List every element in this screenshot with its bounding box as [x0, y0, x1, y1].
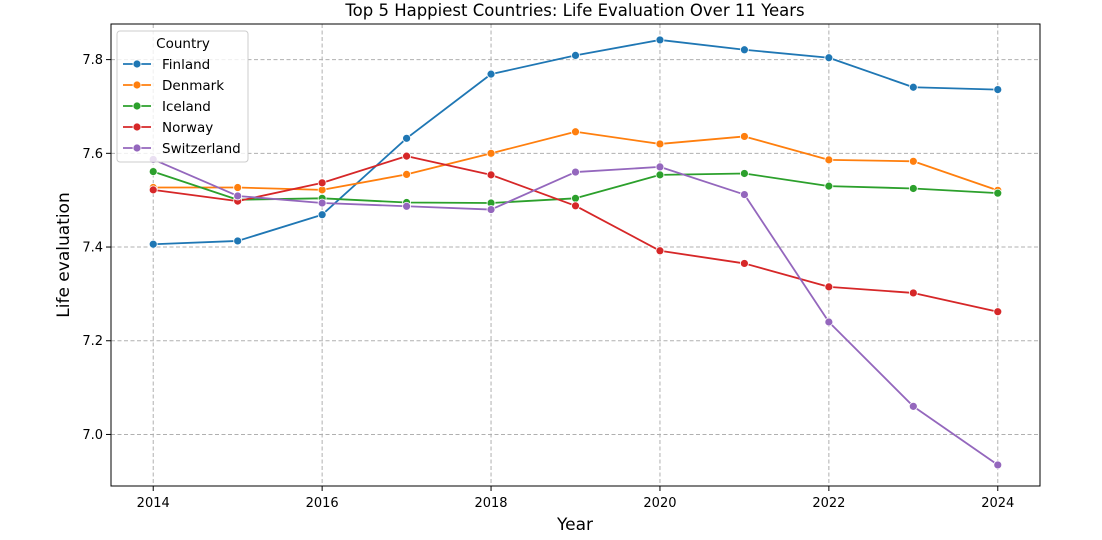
x-tick-label: 2016	[306, 496, 339, 511]
chart-title: Top 5 Happiest Countries: Life Evaluatio…	[344, 1, 804, 20]
data-point-finland	[233, 236, 243, 246]
data-point-norway	[655, 246, 665, 256]
data-point-switzerland	[233, 191, 243, 201]
data-point-finland	[655, 35, 665, 45]
data-point-switzerland	[571, 167, 580, 177]
data-point-switzerland	[486, 205, 496, 214]
data-point-norway	[571, 201, 580, 211]
legend-item-norway: Norway	[123, 120, 213, 136]
data-point-finland	[740, 45, 749, 55]
legend-label-switzerland: Switzerland	[162, 141, 241, 157]
x-axis-title: Year	[556, 515, 593, 535]
legend-marker-norway	[132, 122, 142, 132]
data-point-denmark	[655, 139, 665, 149]
plot-frame	[110, 23, 1041, 487]
x-tick-label: 2024	[981, 496, 1014, 511]
data-point-norway	[402, 151, 411, 161]
y-axis-title: Life evaluation	[54, 192, 74, 317]
data-point-finland	[402, 133, 411, 143]
y-tick-label: 7.2	[82, 334, 103, 349]
y-axis: 7.0 7.2 7.4 7.6 7.8	[82, 53, 111, 443]
data-point-switzerland	[317, 198, 327, 208]
data-point-norway	[148, 185, 158, 195]
data-point-iceland	[571, 193, 580, 203]
legend-item-finland: Finland	[123, 57, 210, 73]
data-point-switzerland	[993, 460, 1003, 470]
data-point-finland	[486, 69, 496, 79]
data-point-denmark	[908, 156, 918, 166]
data-point-switzerland	[655, 162, 665, 172]
data-point-finland	[317, 210, 327, 220]
x-tick-label: 2018	[474, 496, 507, 511]
data-point-iceland	[148, 167, 158, 176]
legend-item-denmark: Denmark	[123, 78, 224, 94]
data-point-switzerland	[908, 401, 918, 411]
data-point-norway	[740, 259, 749, 268]
x-tick-label: 2022	[812, 496, 845, 511]
data-point-iceland	[740, 169, 749, 178]
legend-label-finland: Finland	[162, 57, 210, 73]
data-point-norway	[908, 288, 918, 298]
data-point-iceland	[655, 170, 665, 180]
data-point-norway	[317, 178, 327, 188]
legend-label-norway: Norway	[162, 120, 213, 136]
x-axis: 2014 2016 2018 2020 2022 2024	[137, 486, 1014, 511]
plot-area	[110, 23, 1041, 487]
legend-items: Finland Denmark Iceland Norway Switzerland	[123, 57, 241, 157]
legend-marker-finland	[132, 59, 142, 69]
y-tick-label: 7.6	[82, 147, 103, 162]
data-point-switzerland	[740, 190, 749, 199]
x-tick-label: 2014	[137, 496, 170, 511]
y-tick-label: 7.4	[82, 241, 103, 256]
data-point-finland	[571, 50, 580, 60]
data-point-iceland	[824, 181, 834, 191]
data-point-norway	[824, 282, 834, 292]
data-point-finland	[908, 82, 918, 92]
legend-marker-switzerland	[132, 143, 142, 153]
legend-label-denmark: Denmark	[162, 78, 224, 94]
data-point-iceland	[908, 184, 918, 193]
legend: Country Finland Denmark Iceland Norway Switz…	[116, 30, 249, 163]
legend-marker-denmark	[132, 80, 142, 90]
data-point-denmark	[486, 148, 496, 158]
data-point-switzerland	[824, 317, 834, 327]
data-point-norway	[486, 170, 496, 180]
legend-item-switzerland: Switzerland	[123, 141, 241, 157]
data-point-finland	[148, 239, 158, 249]
legend-title: Country	[156, 36, 210, 52]
data-point-denmark	[740, 132, 749, 141]
data-point-denmark	[402, 170, 411, 179]
data-point-norway	[993, 307, 1003, 317]
data-point-denmark	[571, 127, 580, 137]
legend-item-iceland: Iceland	[123, 99, 211, 115]
data-point-denmark	[824, 155, 834, 165]
x-tick-label: 2020	[643, 496, 676, 511]
series-norway	[148, 151, 1003, 317]
y-tick-label: 7.8	[82, 53, 103, 68]
plot-background	[111, 24, 1040, 486]
data-point-finland	[824, 53, 834, 63]
data-point-iceland	[993, 188, 1003, 198]
data-point-switzerland	[402, 201, 411, 211]
data-point-denmark	[233, 183, 243, 192]
legend-marker-iceland	[132, 101, 142, 111]
legend-label-iceland: Iceland	[162, 99, 211, 115]
series-finland	[148, 35, 1003, 249]
data-point-finland	[993, 85, 1003, 94]
y-tick-label: 7.0	[82, 428, 103, 443]
